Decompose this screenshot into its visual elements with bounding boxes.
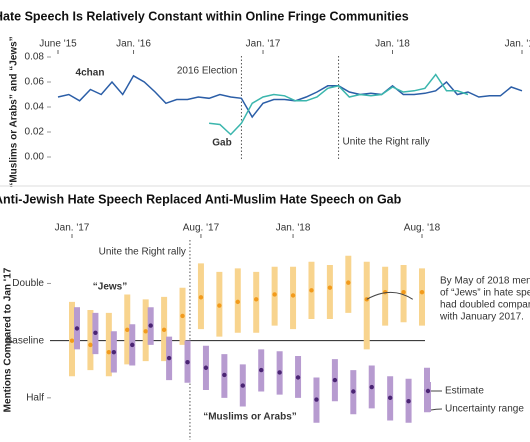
- estimate: [272, 292, 277, 297]
- estimate: [222, 372, 227, 378]
- estimate: [161, 327, 167, 333]
- estimate: [217, 303, 222, 308]
- estimate: [148, 323, 153, 328]
- annotation: with January 2017.: [439, 312, 524, 323]
- estimate: [369, 384, 374, 390]
- estimate: [203, 365, 209, 370]
- series-label: “Jews”: [93, 282, 127, 293]
- estimate: [93, 330, 98, 335]
- annotation: 2016 Election: [177, 66, 238, 77]
- estimate: [314, 397, 319, 402]
- legend-label: Uncertainty range: [445, 404, 524, 415]
- annotation-leader: [366, 291, 414, 300]
- y-tick-label: Half: [26, 392, 44, 403]
- series-label: Gab: [212, 138, 231, 149]
- estimate: [419, 289, 425, 295]
- y-tick-label: 0.08: [25, 52, 45, 63]
- annotation: Unite the Right rally: [343, 137, 430, 148]
- x-tick-label: Aug. '17: [183, 223, 220, 234]
- estimate: [309, 288, 314, 293]
- x-tick-label: Jan. '17: [246, 39, 281, 50]
- y-tick-label: 0.00: [25, 152, 45, 163]
- legend-estimate: [425, 388, 431, 394]
- legend-label: Estimate: [445, 386, 484, 397]
- estimate: [111, 349, 117, 355]
- estimate: [74, 326, 80, 331]
- x-tick-label: June '15: [39, 39, 77, 50]
- estimate: [88, 342, 93, 348]
- x-tick-label: Jan. '17: [55, 223, 90, 234]
- estimate: [69, 338, 75, 343]
- legend-leader: [430, 408, 443, 411]
- estimate: [346, 280, 351, 285]
- estimate: [327, 285, 333, 290]
- estimate: [240, 383, 245, 388]
- y-tick-label: 0.02: [25, 127, 45, 138]
- y-axis-label: Mentions Compared to Jan '17: [3, 267, 14, 412]
- estimate: [166, 355, 172, 361]
- estimate: [185, 360, 190, 365]
- estimate: [254, 297, 259, 302]
- estimate: [401, 289, 406, 295]
- estimate: [351, 389, 356, 394]
- estimate: [387, 395, 393, 401]
- estimate: [295, 375, 301, 380]
- estimate: [125, 327, 130, 333]
- estimate: [235, 299, 240, 305]
- estimate: [332, 377, 338, 383]
- annotation: Unite the Right rally: [99, 247, 186, 258]
- estimate: [406, 399, 411, 404]
- estimate: [259, 367, 264, 373]
- annotation: of “Jews” in hate speech: [440, 288, 530, 299]
- x-tick-label: Jan. '16: [116, 39, 151, 50]
- annotation: By May of 2018 mentions: [440, 276, 530, 287]
- y-tick-label: 0.06: [25, 77, 45, 88]
- estimate: [198, 295, 204, 300]
- estimate: [130, 342, 135, 348]
- x-tick-label: Jan. '19: [505, 39, 530, 50]
- x-tick-label: Aug. '18: [404, 223, 441, 234]
- series-line: [209, 73, 469, 136]
- estimate: [106, 349, 112, 355]
- chart-title: Anti-Jewish Hate Speech Replaced Anti-Mu…: [0, 192, 402, 206]
- x-tick-label: Jan. '18: [276, 223, 311, 234]
- y-tick-label: 0.04: [25, 102, 45, 113]
- chart-title: Hate Speech Is Relatively Constant withi…: [0, 9, 409, 23]
- estimate: [143, 329, 148, 334]
- y-axis-label: “Muslims or Arabs” and “Jews”: [9, 36, 20, 187]
- series-label: 4chan: [76, 68, 105, 79]
- y-tick-label: Baseline: [6, 335, 45, 346]
- estimate: [364, 297, 369, 302]
- estimate: [290, 293, 296, 298]
- estimate: [277, 370, 282, 375]
- estimate: [180, 313, 185, 319]
- series-line: [57, 74, 523, 119]
- x-tick-label: Jan. '18: [375, 39, 410, 50]
- series-label: “Muslims or Arabs”: [203, 412, 297, 423]
- annotation: had doubled compared: [440, 300, 530, 311]
- y-tick-label: Double: [12, 278, 44, 289]
